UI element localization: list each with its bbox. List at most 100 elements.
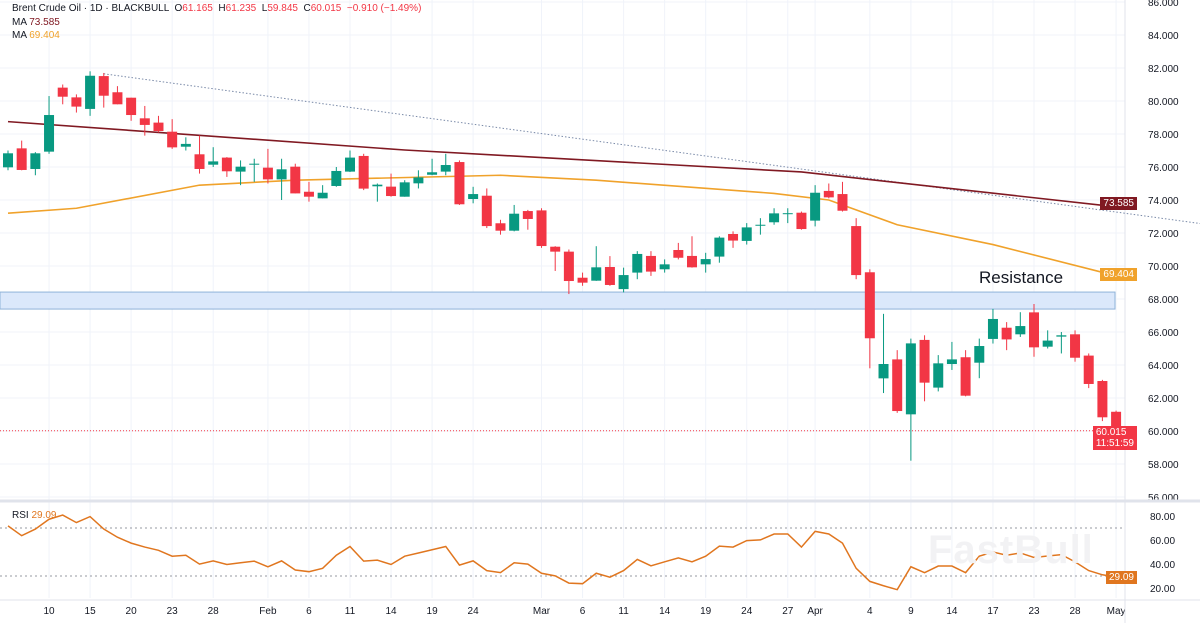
symbol-name[interactable]: Brent Crude Oil <box>12 3 81 14</box>
candle-body <box>823 190 834 198</box>
candle-body <box>864 272 875 339</box>
candle <box>905 338 916 461</box>
candle <box>440 153 451 176</box>
candle <box>1015 312 1026 337</box>
candle <box>837 181 848 212</box>
candle-body <box>440 165 451 172</box>
candle-body <box>769 213 780 223</box>
candle <box>878 313 889 394</box>
candle-body <box>919 339 930 383</box>
price-axis-tick: 78.000 <box>1148 130 1179 141</box>
candle-body <box>3 153 13 168</box>
candle-body <box>85 75 96 109</box>
candle <box>810 185 821 227</box>
date-axis-tick: Apr <box>807 606 823 617</box>
rsi-axis-tick: 40.00 <box>1150 560 1175 571</box>
date-axis-tick: 14 <box>946 606 958 617</box>
candle <box>604 256 615 286</box>
date-axis-tick: 11 <box>345 606 356 617</box>
candle-body <box>933 363 944 388</box>
candle <box>167 119 178 149</box>
candle <box>345 150 355 172</box>
candle <box>728 231 739 248</box>
ma-short-legend[interactable]: MA 69.404 <box>12 29 421 43</box>
candle-body <box>249 163 260 165</box>
price-axis-tick: 82.000 <box>1148 64 1179 75</box>
candle <box>1097 379 1108 422</box>
candle <box>782 208 793 224</box>
interval[interactable]: 1D <box>89 3 103 14</box>
candle-body <box>98 76 109 96</box>
candle <box>454 160 465 205</box>
candle <box>522 209 533 230</box>
candle <box>126 97 137 121</box>
candle-body <box>645 255 656 272</box>
candle-body <box>358 155 369 189</box>
candle-body <box>509 213 520 231</box>
candle-body <box>413 177 424 184</box>
candle-body <box>262 167 273 180</box>
candle <box>249 158 260 182</box>
candle <box>358 153 369 191</box>
date-axis-tick: 6 <box>306 606 312 617</box>
ma-short-price-tag: 69.404 <box>1100 268 1137 281</box>
candle-body <box>714 237 725 257</box>
date-axis-tick: May <box>1107 606 1126 617</box>
candle <box>112 86 123 105</box>
last-price-tag: 60.015 11:51:59 <box>1092 426 1137 450</box>
candle <box>290 163 301 194</box>
date-axis-tick: 24 <box>741 606 753 617</box>
candle-body <box>30 153 41 169</box>
candle <box>372 183 383 202</box>
candle <box>536 208 547 248</box>
candle-body <box>317 192 328 199</box>
price-axis-tick: 66.000 <box>1148 328 1179 339</box>
candle <box>659 259 670 273</box>
candle <box>892 350 903 413</box>
candle-body <box>1070 334 1081 358</box>
candle <box>1029 303 1039 357</box>
candle <box>386 173 397 197</box>
candle <box>591 246 602 281</box>
candle-body <box>44 115 55 152</box>
candle <box>796 211 807 230</box>
candle <box>262 148 273 184</box>
candle <box>427 158 438 176</box>
candle <box>180 137 191 151</box>
candle-body <box>331 170 342 186</box>
ma-short-value: 69.404 <box>29 30 60 41</box>
candle-body <box>536 210 547 247</box>
ma-long-price-tag: 73.585 <box>1100 197 1137 210</box>
ma-long-label: MA <box>12 16 27 28</box>
price-axis-tick: 56.000 <box>1148 493 1179 504</box>
candle-body <box>604 266 615 285</box>
date-axis-tick: 11 <box>618 606 629 617</box>
price-axis-tick: 76.000 <box>1148 163 1179 174</box>
open-value: 61.165 <box>182 3 213 14</box>
date-axis-tick: Feb <box>259 606 277 617</box>
candle <box>632 251 643 280</box>
last-price: 60.015 <box>1095 427 1127 438</box>
date-axis-tick: 10 <box>43 606 55 617</box>
watermark-logo: FastBull <box>928 528 1094 572</box>
rsi-value-tag: 29.09 <box>1105 571 1137 584</box>
rsi-legend[interactable]: RSI 29.09 <box>12 510 56 521</box>
candle-body <box>522 211 533 219</box>
ma-long-legend[interactable]: MA 73.585 <box>12 16 421 30</box>
date-axis-tick: 20 <box>126 606 138 617</box>
candle-body <box>1015 326 1026 335</box>
candle-body <box>290 166 301 194</box>
candle-body <box>755 224 766 226</box>
candle <box>413 170 424 189</box>
candle <box>851 218 862 280</box>
candle <box>714 236 725 263</box>
candle <box>1083 353 1094 389</box>
candle <box>509 204 520 232</box>
candle <box>974 338 985 379</box>
price-axis-tick: 62.000 <box>1148 394 1179 405</box>
candle-body <box>1083 355 1094 384</box>
candle-body <box>782 213 793 215</box>
candle <box>235 160 246 186</box>
candle-body <box>673 249 684 258</box>
